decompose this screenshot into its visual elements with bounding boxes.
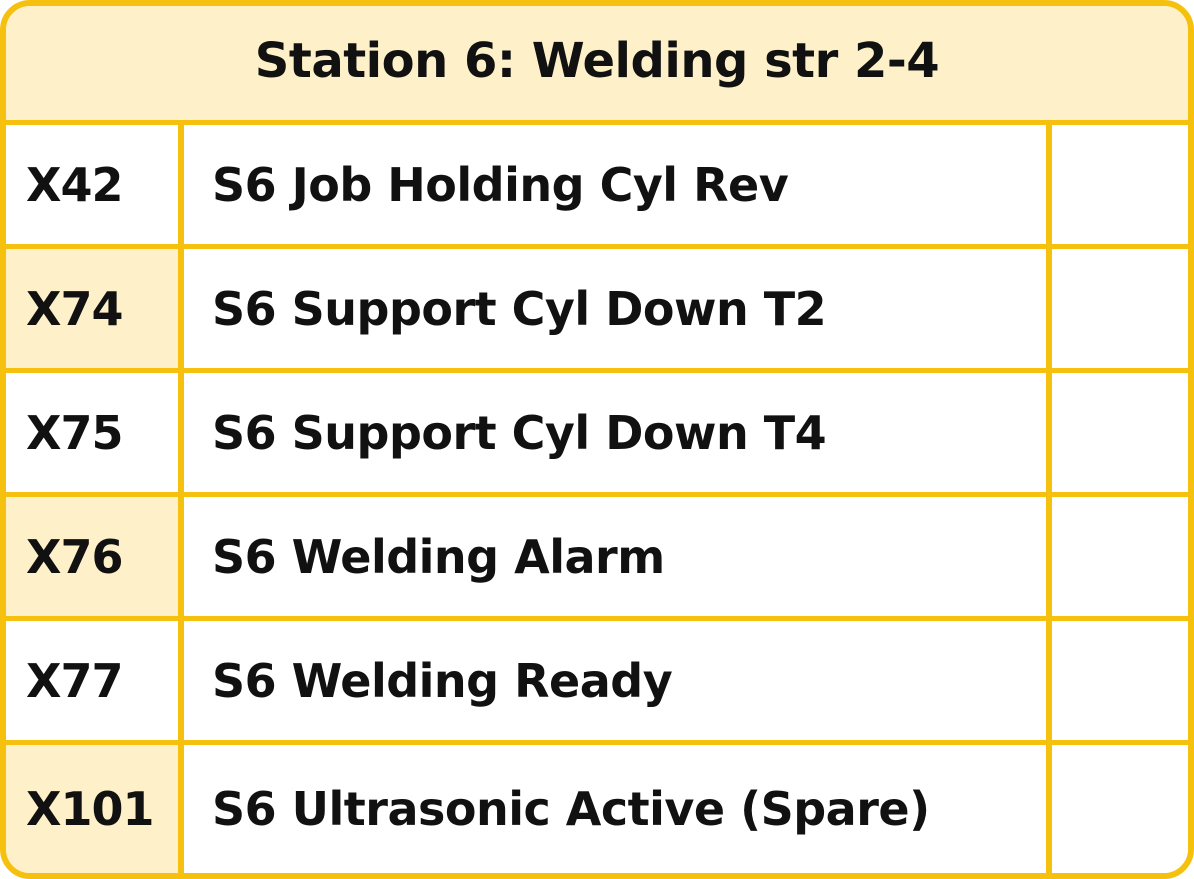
input-status-cell [1058, 497, 1188, 616]
input-description-cell: S6 Support Cyl Down T4 [190, 373, 1052, 492]
input-status-cell [1058, 249, 1188, 368]
table-row: X42 S6 Job Holding Cyl Rev [6, 125, 1188, 249]
input-description-cell: S6 Ultrasonic Active (Spare) [190, 745, 1052, 873]
input-code-cell: X101 [6, 745, 184, 873]
table-row: X74 S6 Support Cyl Down T2 [6, 249, 1188, 373]
table-row: X101 S6 Ultrasonic Active (Spare) [6, 745, 1188, 873]
input-description-cell: S6 Welding Ready [190, 621, 1052, 740]
input-code-cell: X76 [6, 497, 184, 616]
panel-header: Station 6: Welding str 2-4 [6, 6, 1188, 125]
station-title: Station 6: Welding str 2-4 [254, 33, 940, 89]
input-status-cell [1058, 621, 1188, 740]
table-row: X75 S6 Support Cyl Down T4 [6, 373, 1188, 497]
input-code-cell: X42 [6, 125, 184, 244]
input-code-cell: X77 [6, 621, 184, 740]
input-description-cell: S6 Support Cyl Down T2 [190, 249, 1052, 368]
input-status-cell [1058, 125, 1188, 244]
io-table: X42 S6 Job Holding Cyl Rev X74 S6 Suppor… [6, 125, 1188, 873]
input-description-cell: S6 Job Holding Cyl Rev [190, 125, 1052, 244]
table-row: X76 S6 Welding Alarm [6, 497, 1188, 621]
input-description-cell: S6 Welding Alarm [190, 497, 1052, 616]
input-code-cell: X75 [6, 373, 184, 492]
input-status-cell [1058, 745, 1188, 873]
table-row: X77 S6 Welding Ready [6, 621, 1188, 745]
input-code-cell: X74 [6, 249, 184, 368]
input-status-cell [1058, 373, 1188, 492]
